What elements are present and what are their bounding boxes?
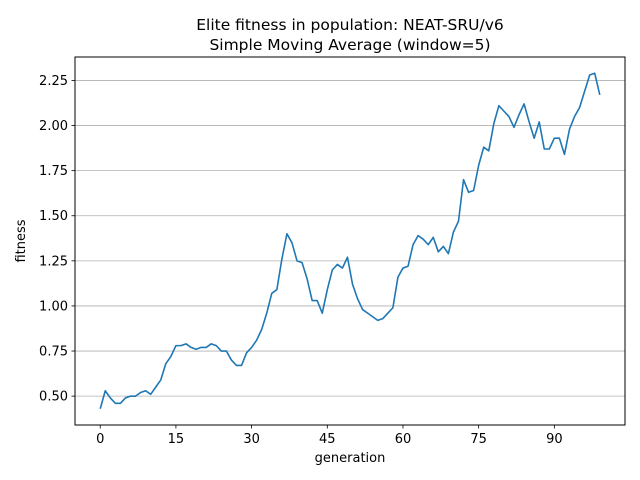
- plot-frame: [74, 56, 626, 426]
- y-tick-label: 1.25: [39, 254, 68, 269]
- y-tick-label: 1.75: [39, 164, 68, 179]
- x-tick-label: 60: [395, 432, 412, 447]
- y-tick-label: 0.75: [39, 345, 68, 360]
- y-tick-label: 2.25: [39, 74, 68, 89]
- series-line: [99, 72, 601, 409]
- x-tick-label: 15: [168, 432, 185, 447]
- x-tick-label: 0: [96, 432, 104, 447]
- x-tick-label: 30: [243, 432, 260, 447]
- y-axis-label: fitness: [14, 219, 29, 262]
- x-axis-ticks: 0 15 30 45 60 75 90: [96, 425, 563, 447]
- y-axis-ticks: 0.50 0.75 1.00 1.25 1.50 1.75 2.00 2.25: [39, 74, 75, 405]
- y-gridlines: [75, 80, 625, 397]
- y-tick-label: 1.50: [39, 209, 68, 224]
- chart-title: Elite fitness in population: NEAT-SRU/v6: [196, 16, 504, 34]
- x-tick-label: 90: [546, 432, 563, 447]
- x-axis-label: generation: [315, 451, 386, 466]
- y-tick-label: 0.50: [39, 390, 68, 405]
- y-tick-label: 1.00: [39, 299, 68, 314]
- chart-subtitle: Simple Moving Average (window=5): [209, 36, 490, 54]
- x-tick-label: 75: [470, 432, 487, 447]
- y-tick-label: 2.00: [39, 119, 68, 134]
- x-tick-label: 45: [319, 432, 336, 447]
